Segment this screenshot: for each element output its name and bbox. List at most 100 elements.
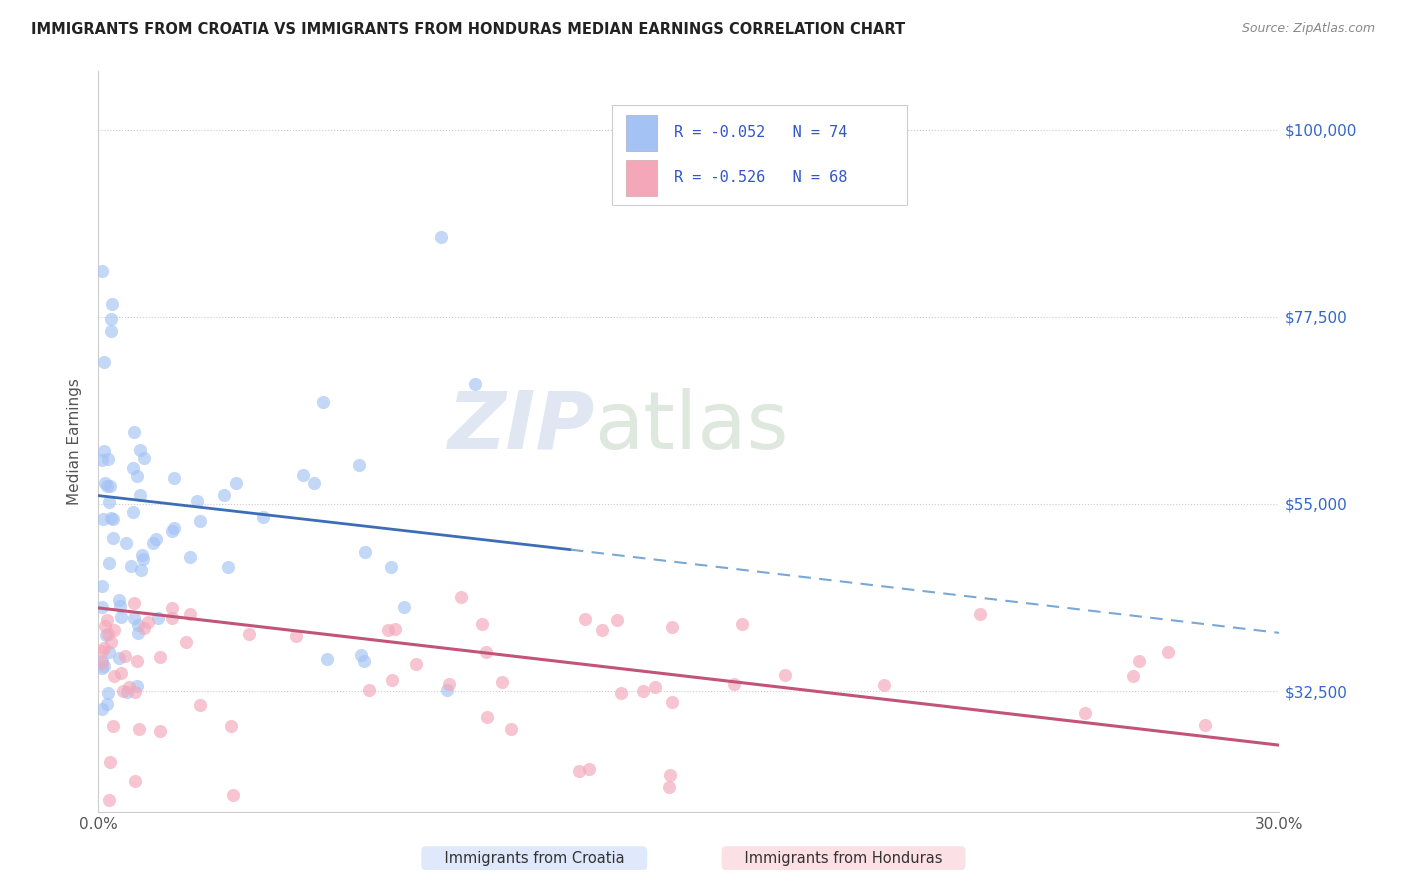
Point <box>97 686 120 700</box>
Point <box>97 793 120 807</box>
Point <box>574 611 596 625</box>
Point <box>392 600 415 615</box>
Point <box>96 478 118 492</box>
Point <box>146 610 169 624</box>
Point <box>103 669 125 683</box>
Point <box>124 684 146 698</box>
Point <box>120 558 142 573</box>
Point <box>101 719 124 733</box>
Point <box>122 611 145 625</box>
Point <box>350 648 373 662</box>
Point <box>108 651 131 665</box>
Point <box>103 624 125 638</box>
Point <box>644 680 666 694</box>
Point <box>349 458 371 472</box>
Point <box>661 695 683 709</box>
Text: Source: ZipAtlas.com: Source: ZipAtlas.com <box>1241 22 1375 36</box>
Point <box>96 613 118 627</box>
Text: atlas: atlas <box>595 388 789 466</box>
Point <box>477 710 499 724</box>
Text: Immigrants from Croatia: Immigrants from Croatia <box>426 851 643 865</box>
Point <box>316 652 339 666</box>
Point <box>606 614 628 628</box>
Bar <box>626 161 657 195</box>
Point <box>100 324 122 338</box>
Point <box>610 686 633 700</box>
Point <box>491 675 513 690</box>
Point <box>91 599 114 614</box>
Point <box>100 511 122 525</box>
Text: R = -0.526   N = 68: R = -0.526 N = 68 <box>673 169 846 185</box>
Point <box>285 629 308 643</box>
Point <box>136 615 159 630</box>
Point <box>437 676 460 690</box>
Point <box>214 488 236 502</box>
Point <box>1194 718 1216 732</box>
Point <box>384 622 406 636</box>
Point <box>499 722 522 736</box>
Point <box>100 635 122 649</box>
Point <box>91 701 114 715</box>
Point <box>353 654 375 668</box>
Point <box>142 535 165 549</box>
Point <box>127 625 149 640</box>
Point <box>97 494 120 508</box>
Point <box>591 624 613 638</box>
Point <box>1074 706 1097 721</box>
Point <box>91 452 114 467</box>
Point <box>93 443 115 458</box>
Point <box>381 673 404 688</box>
Point <box>132 621 155 635</box>
Point <box>160 611 183 625</box>
Point <box>127 469 149 483</box>
Point <box>100 311 122 326</box>
Point <box>101 512 124 526</box>
Y-axis label: Median Earnings: Median Earnings <box>67 378 83 505</box>
Point <box>163 471 186 485</box>
Point <box>145 532 167 546</box>
Point <box>188 698 211 712</box>
Point <box>1157 645 1180 659</box>
Point <box>129 442 152 457</box>
Point <box>149 649 172 664</box>
Point <box>129 563 152 577</box>
Point <box>969 607 991 621</box>
Point <box>730 616 752 631</box>
Point <box>222 788 245 802</box>
Point <box>436 682 458 697</box>
Point <box>127 618 149 632</box>
Point <box>118 680 141 694</box>
Point <box>97 645 120 659</box>
Point <box>302 476 325 491</box>
Point <box>91 661 114 675</box>
Point <box>217 560 239 574</box>
Point <box>568 764 591 779</box>
Point <box>134 450 156 465</box>
Point <box>661 620 683 634</box>
Point <box>91 654 114 668</box>
Point <box>179 550 201 565</box>
Point <box>160 600 183 615</box>
Point <box>98 556 121 570</box>
Point <box>115 685 138 699</box>
Point <box>405 657 427 672</box>
Point <box>108 599 131 614</box>
Point <box>124 773 146 788</box>
Point <box>464 377 486 392</box>
Point <box>471 617 494 632</box>
Point <box>91 657 114 671</box>
Point <box>430 230 453 244</box>
Point <box>179 607 201 621</box>
Point <box>162 521 184 535</box>
Point <box>96 697 118 711</box>
Point <box>110 666 132 681</box>
Point <box>131 548 153 562</box>
Point <box>93 354 115 368</box>
Point <box>658 780 681 794</box>
Point <box>225 476 247 491</box>
Point <box>186 494 208 508</box>
Point <box>121 505 143 519</box>
Point <box>115 536 138 550</box>
Point <box>101 531 124 545</box>
Point <box>380 559 402 574</box>
